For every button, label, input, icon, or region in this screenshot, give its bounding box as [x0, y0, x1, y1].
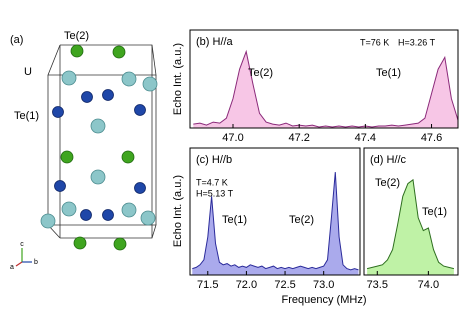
- peak-label: Te(2): [289, 214, 314, 226]
- axis-triad: c a b: [10, 241, 38, 271]
- atom-label: Te(2): [64, 30, 89, 42]
- y-axis-label: Echo Int. (a.u.): [172, 175, 184, 247]
- plot-frame: [363, 147, 459, 276]
- panel-title: (b) H//a: [196, 36, 234, 48]
- atoms: [40, 44, 158, 251]
- spectrum-fill: [367, 179, 454, 275]
- spectrum: [192, 172, 359, 271]
- panel-title: (c) H//b: [196, 154, 232, 166]
- x-tick-label: 71.5: [197, 279, 218, 291]
- crystal-structure: (a) Te(2) U Te(1): [10, 30, 158, 271]
- y-axis-label: Echo Int. (a.u.): [172, 43, 184, 115]
- x-tick-label: 47.0: [222, 132, 243, 144]
- plot-frame: [189, 29, 459, 129]
- axis-name: b: [34, 259, 38, 266]
- axis-name: a: [10, 264, 14, 271]
- condition-note: H=5.13 T: [196, 188, 234, 198]
- x-tick-label: 47.6: [421, 132, 442, 144]
- x-tick-label: 73.5: [367, 279, 388, 291]
- condition-note: T=4.7 K: [196, 177, 228, 187]
- peak-label: Te(1): [376, 67, 401, 79]
- spectrum-fill: [193, 51, 458, 128]
- peak-label: Te(1): [422, 206, 447, 218]
- atom-label: Te(1): [14, 110, 39, 122]
- condition-note: T=76 K: [360, 37, 389, 47]
- plot-frame: [189, 147, 361, 276]
- axis-name: c: [20, 241, 24, 248]
- condition-note: H=3.26 T: [398, 37, 436, 47]
- panel-title: (d) H//c: [370, 154, 407, 166]
- atom-label: U: [24, 66, 32, 78]
- peak-label: Te(1): [222, 214, 247, 226]
- spectrum-fill: [192, 172, 359, 275]
- peak-label: Te(2): [375, 177, 400, 189]
- x-tick-label: 72.5: [274, 279, 295, 291]
- peak-label: Te(2): [248, 67, 273, 79]
- x-tick-label: 72.0: [236, 279, 257, 291]
- x-tick-label: 74.0: [418, 279, 439, 291]
- x-axis-label: Frequency (MHz): [282, 294, 367, 306]
- x-tick-label: 73.0: [313, 279, 334, 291]
- spectrum: [193, 49, 458, 128]
- x-tick-label: 47.2: [288, 132, 309, 144]
- spectrum: [366, 178, 455, 270]
- x-tick-label: 47.4: [355, 132, 376, 144]
- panel-label: (a): [10, 34, 23, 46]
